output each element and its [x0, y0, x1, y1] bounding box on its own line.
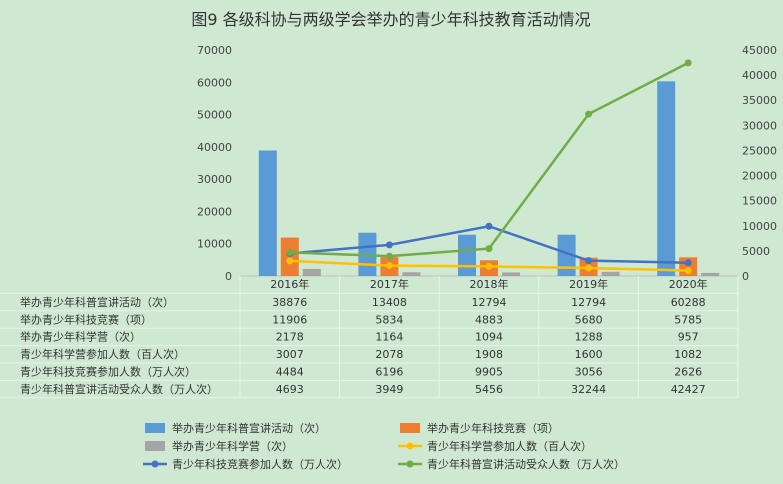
- series-point: [485, 262, 493, 270]
- table-cell: 4883: [475, 313, 503, 326]
- series-point: [286, 248, 294, 256]
- left-axis-tick-label: 40000: [197, 141, 232, 154]
- series-point: [585, 110, 593, 118]
- table-row-label: 青少年科普宣讲活动受众人数（万人次）: [20, 382, 218, 396]
- chart-title: 图9 各级科协与两级学会举办的青少年科技教育活动情况: [191, 10, 590, 29]
- table-cell: 60288: [671, 296, 706, 309]
- right-axis-tick-label: 35000: [742, 94, 777, 107]
- table-cell: 11906: [272, 313, 307, 326]
- legend-label: 青少年科学营参加人数（百人次）: [427, 439, 592, 453]
- category-label: 2018年: [470, 277, 509, 291]
- series-point: [684, 59, 692, 67]
- series-point: [485, 245, 493, 253]
- bar: [258, 150, 277, 276]
- series-point: [385, 252, 393, 260]
- table-row-label: 举办青少年科学营（次）: [20, 330, 141, 344]
- legend-label: 举办青少年科技竞赛（项）: [427, 421, 559, 435]
- right-axis-tick-label: 15000: [742, 195, 777, 208]
- table-cell: 32244: [571, 383, 606, 396]
- table-row-label: 青少年科技竞赛参加人数（万人次）: [20, 365, 196, 379]
- left-axis-tick-label: 70000: [197, 44, 232, 57]
- table-cell: 1908: [475, 348, 503, 361]
- legend-label: 青少年科普宣讲活动受众人数（万人次）: [427, 457, 625, 471]
- bar: [557, 234, 576, 276]
- plot-area: 0 10000 20000 30000 40000 50000 60000 70000 0 500…: [197, 44, 777, 283]
- legend-marker: [406, 442, 414, 450]
- bar: [402, 272, 421, 276]
- table-cell: 5456: [475, 383, 503, 396]
- legend-marker: [406, 460, 414, 468]
- left-axis-tick-label: 20000: [197, 205, 232, 218]
- right-axis-tick-label: 20000: [742, 170, 777, 183]
- left-axis-tick-label: 10000: [197, 238, 232, 251]
- table-cell: 6196: [375, 366, 403, 379]
- series-point: [485, 222, 493, 230]
- left-axis-tick-label: 0: [225, 270, 232, 283]
- table-cell: 3007: [276, 348, 304, 361]
- right-axis-tick-label: 25000: [742, 144, 777, 157]
- table-row-label: 举办青少年科普宣讲活动（次）: [20, 295, 174, 309]
- table-cell: 5785: [674, 313, 702, 326]
- right-axis-tick-label: 5000: [742, 245, 770, 258]
- table-cell: 3056: [575, 366, 603, 379]
- series-point: [385, 262, 393, 270]
- bar: [601, 271, 620, 276]
- table-cell: 957: [678, 331, 699, 344]
- table-cell: 5680: [575, 313, 603, 326]
- series-point: [585, 264, 593, 272]
- table-cell: 2626: [674, 366, 702, 379]
- table-cell: 2078: [375, 348, 403, 361]
- legend: 举办青少年科普宣讲活动（次） 举办青少年科技竞赛（项） 举办青少年科学营（次） 青少年…: [143, 421, 625, 471]
- bar: [458, 234, 476, 276]
- series-point: [585, 257, 593, 265]
- table-cell: 1288: [575, 331, 603, 344]
- bar: [502, 272, 520, 276]
- legend-label: 举办青少年科普宣讲活动（次）: [172, 421, 326, 435]
- table-cell: 1164: [375, 331, 403, 344]
- series-point: [684, 259, 692, 267]
- table-row-label: 举办青少年科技竞赛（项）: [20, 312, 152, 326]
- legend-label: 举办青少年科学营（次）: [172, 439, 293, 453]
- category-label: 2016年: [270, 277, 309, 291]
- table-cell: 1094: [475, 331, 503, 344]
- table-cell: 2178: [276, 331, 304, 344]
- table-cell: 38876: [272, 296, 307, 309]
- table-cell: 5834: [375, 313, 403, 326]
- table-cell: 42427: [671, 383, 706, 396]
- right-axis-tick-label: 0: [742, 270, 749, 283]
- table-cell: 3949: [375, 383, 403, 396]
- table-cell: 12794: [571, 296, 606, 309]
- series-point: [385, 241, 393, 249]
- legend-label: 青少年科技竞赛参加人数（万人次）: [172, 457, 348, 471]
- category-label: 2019年: [569, 277, 608, 291]
- bar: [657, 81, 676, 276]
- table-cell: 1082: [674, 348, 702, 361]
- table-row-label: 青少年科学营参加人数（百人次）: [20, 347, 185, 361]
- legend-swatch: [145, 441, 165, 451]
- bar: [302, 268, 321, 276]
- left-axis-tick-label: 30000: [197, 173, 232, 186]
- table-cell: 13408: [372, 296, 407, 309]
- legend-marker: [151, 460, 159, 468]
- table-cell: 4693: [276, 383, 304, 396]
- category-label: 2020年: [669, 277, 708, 291]
- series-point: [684, 267, 692, 275]
- table-cell: 4484: [276, 366, 304, 379]
- left-axis-tick-label: 60000: [197, 76, 232, 89]
- left-axis-tick-label: 50000: [197, 109, 232, 122]
- right-axis-tick-label: 30000: [742, 119, 777, 132]
- right-axis-tick-label: 10000: [742, 220, 777, 233]
- table-cell: 1600: [575, 348, 603, 361]
- series-point: [286, 257, 294, 265]
- category-label: 2017年: [370, 277, 409, 291]
- right-axis-tick-label: 45000: [742, 44, 777, 57]
- legend-swatch: [400, 423, 420, 433]
- table-cell: 9905: [475, 366, 503, 379]
- table-cell: 12794: [472, 296, 507, 309]
- legend-swatch: [145, 423, 165, 433]
- right-axis-tick-label: 40000: [742, 69, 777, 82]
- bar: [701, 272, 720, 276]
